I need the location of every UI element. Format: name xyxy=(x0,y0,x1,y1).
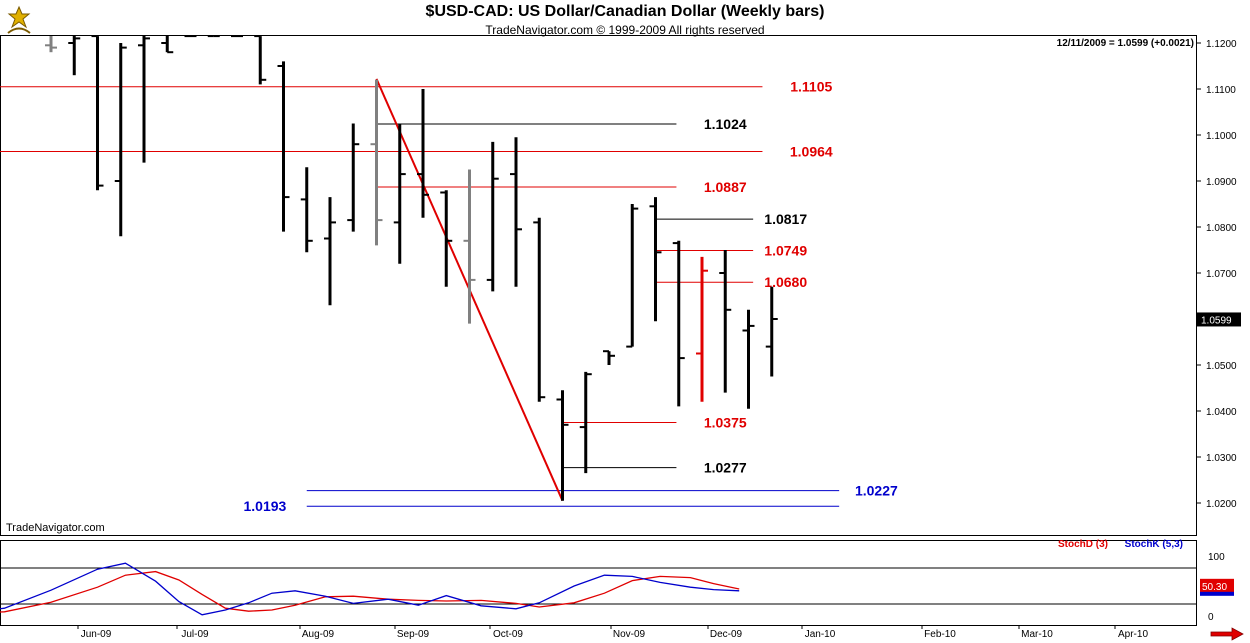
level-label: 1.0375 xyxy=(704,415,747,431)
level-label: 1.0277 xyxy=(704,460,747,476)
level-label: 1.0887 xyxy=(704,179,747,195)
trade-navigator-logo-icon xyxy=(4,4,34,38)
last-quote-readout: 12/11/2009 = 1.0599 (+0.0021) xyxy=(1056,38,1194,49)
oscillator-axis-tick-label: 0 xyxy=(1208,612,1214,623)
time-axis-label: Dec-09 xyxy=(710,629,743,640)
scroll-right-arrow-icon[interactable] xyxy=(1210,627,1244,641)
price-axis-tick-label: 1.0400 xyxy=(1206,407,1237,418)
time-axis-label: Sep-09 xyxy=(397,629,430,640)
oscillator-axis-tick-label: 100 xyxy=(1208,552,1225,563)
time-axis-label: Oct-09 xyxy=(493,629,523,640)
level-label: 1.0680 xyxy=(764,274,807,290)
price-axis-tick-label: 1.1000 xyxy=(1206,131,1237,142)
oscillator-last-value-box xyxy=(1200,578,1234,593)
time-axis-label: Apr-10 xyxy=(1118,629,1148,640)
time-axis-label: Aug-09 xyxy=(302,629,335,640)
price-axis-tick-label: 1.0500 xyxy=(1206,361,1237,372)
time-axis-label: Nov-09 xyxy=(613,629,646,640)
time-axis-label: Jul-09 xyxy=(181,629,209,640)
level-label: 1.0964 xyxy=(790,144,833,160)
time-axis-label: Jun-09 xyxy=(81,629,112,640)
oscillator-series-line xyxy=(0,570,740,613)
price-axis-tick-label: 1.1200 xyxy=(1206,39,1237,50)
oscillator-last-value-label: 50.30 xyxy=(1202,582,1227,593)
price-axis-tick-label: 1.1100 xyxy=(1206,85,1236,96)
copyright-text: TradeNavigator.com © 1999-2009 All right… xyxy=(485,23,765,37)
last-price-label: 1.0599 xyxy=(1201,315,1232,326)
oscillator-last-value-marker xyxy=(1200,591,1234,596)
level-label: 1.0227 xyxy=(855,483,898,499)
price-axis-tick-label: 1.0200 xyxy=(1206,499,1237,510)
time-axis-label: Mar-10 xyxy=(1021,629,1053,640)
time-axis-label: Feb-10 xyxy=(924,629,956,640)
oscillator-pane-frame xyxy=(0,540,1197,626)
brand-watermark: TradeNavigator.com xyxy=(6,522,105,534)
level-label: 1.1024 xyxy=(704,116,747,132)
level-label: 1.0749 xyxy=(764,242,807,258)
price-axis-tick-label: 1.0300 xyxy=(1206,453,1237,464)
level-label: 1.0817 xyxy=(764,211,807,227)
time-axis-label: Jan-10 xyxy=(805,629,836,640)
oscillator-series-line xyxy=(0,562,740,616)
level-label: 1.1105 xyxy=(790,79,832,95)
price-axis-tick-label: 1.0800 xyxy=(1206,223,1237,234)
chart-title: $USD-CAD: US Dollar/Canadian Dollar (Wee… xyxy=(425,3,825,20)
legend-stochd: StochD (3) xyxy=(1058,539,1108,550)
price-axis-tick-label: 1.0700 xyxy=(1206,269,1237,280)
price-pane-frame xyxy=(0,35,1197,536)
price-axis-tick-label: 1.0900 xyxy=(1206,177,1237,188)
last-price-box xyxy=(1197,312,1241,327)
legend-stochk: StochK (5,3) xyxy=(1125,539,1183,550)
level-label: 1.0193 xyxy=(243,498,286,514)
